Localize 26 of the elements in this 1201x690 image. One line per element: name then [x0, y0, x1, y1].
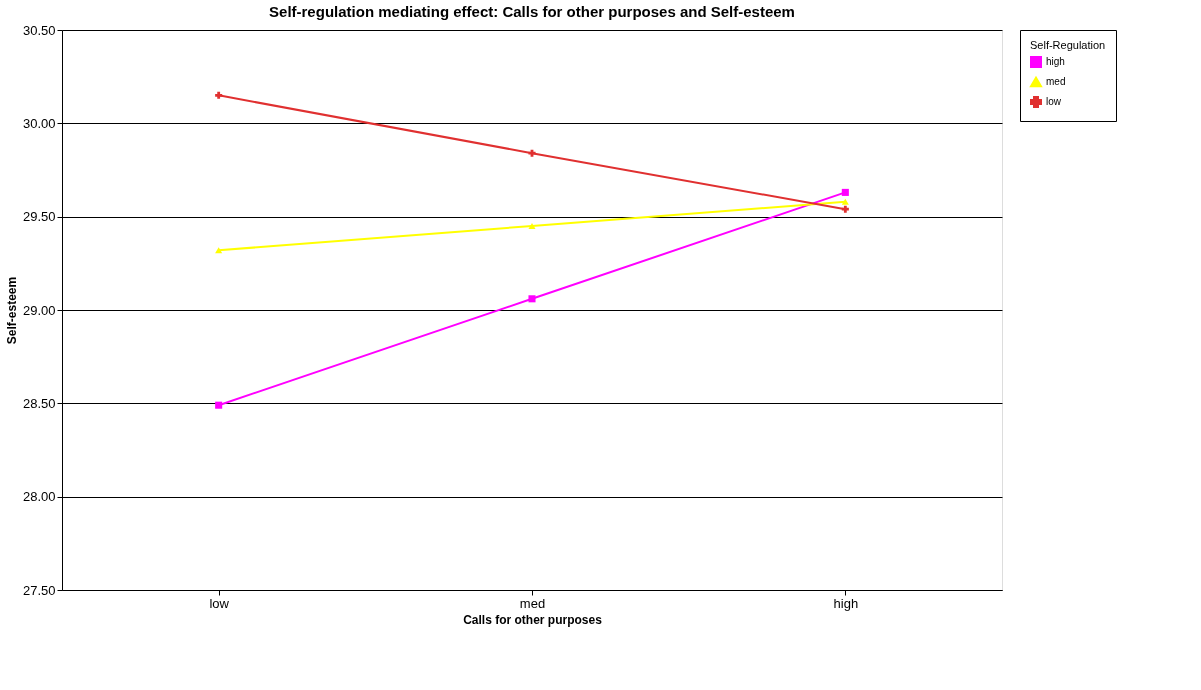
point: [215, 401, 223, 409]
point: [528, 149, 536, 157]
legend-label: med: [1046, 76, 1066, 87]
y-axis-title: Self-esteem: [4, 276, 19, 345]
chart-title: Self-regulation mediating effect: Calls for other purposes and Self-esteem: [269, 3, 795, 20]
x-tick-label: low: [209, 595, 230, 611]
point: [215, 91, 223, 99]
legend-label: high: [1046, 56, 1065, 67]
y-tick-label: 29.00: [22, 302, 56, 318]
y-tick-label: 30.00: [22, 115, 56, 131]
legend-title: Self-Regulation: [1030, 39, 1106, 51]
point: [528, 295, 536, 303]
x-tick-label: med: [519, 595, 546, 611]
y-tick-label: 28.50: [22, 395, 56, 411]
y-tick-label: 29.50: [22, 209, 56, 225]
y-tick-label: 27.50: [22, 582, 56, 598]
point: [215, 247, 223, 254]
point: [528, 222, 536, 230]
y-tick-label: 28.00: [22, 489, 56, 505]
point: [841, 205, 849, 213]
x-tick-label: high: [833, 595, 859, 611]
point: [841, 198, 849, 205]
y-tick-label: 30.50: [22, 22, 56, 38]
legend-label: low: [1046, 96, 1062, 107]
point: [841, 188, 849, 196]
x-axis-title: Calls for other purposes: [463, 612, 603, 627]
